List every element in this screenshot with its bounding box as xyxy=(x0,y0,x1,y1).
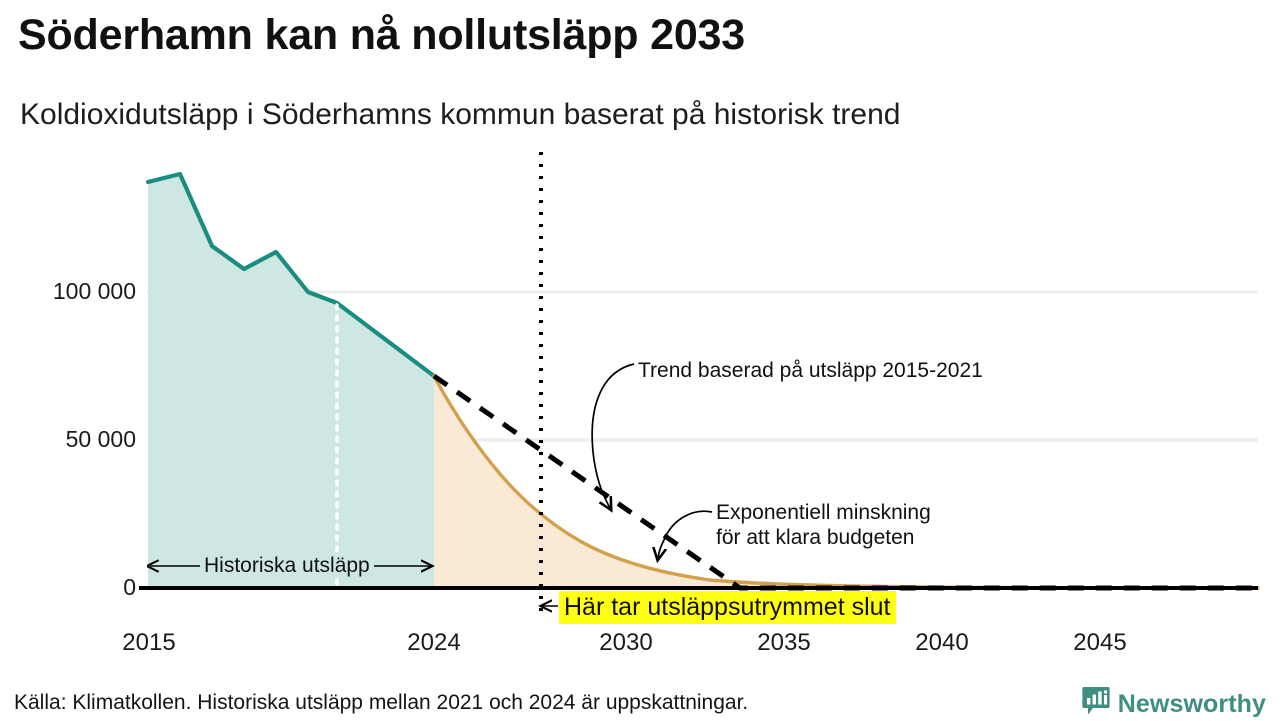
budget-end-label: Här tar utsläppsutrymmet slut xyxy=(559,591,896,624)
source-note: Källa: Klimatkollen. Historiska utsläpp … xyxy=(14,691,749,714)
y-axis-tick-0: 0 xyxy=(123,574,136,600)
historical-span-label: Historiska utsläpp xyxy=(200,554,374,578)
page-subtitle: Koldioxidutsläpp i Söderhamns kommun bas… xyxy=(20,98,901,131)
trend-callout-arrow xyxy=(591,363,635,508)
bar-chart-speech-bubble-icon xyxy=(1082,686,1110,721)
y-axis-tick-100000: 100 000 xyxy=(52,278,136,304)
exponential-line xyxy=(432,374,1260,590)
historical-area xyxy=(148,174,434,587)
exponential-annotation-line-2: för att klara budgeten xyxy=(716,526,915,549)
trend-dashed-line xyxy=(432,373,1258,591)
exponential-area xyxy=(434,376,1258,588)
exponential-callout-arrow xyxy=(658,510,713,558)
trend-annotation-label: Trend baserad på utsläpp 2015-2021 xyxy=(638,359,983,382)
x-axis-tick-2035: 2035 xyxy=(757,629,811,656)
newsworthy-logo-text: Newsworthy xyxy=(1117,689,1266,718)
x-axis-tick-2015: 2015 xyxy=(122,629,176,656)
x-axis-tick-2040: 2040 xyxy=(915,629,969,656)
x-axis-tick-2024: 2024 xyxy=(407,629,461,656)
exponential-annotation-label: Exponentiell minskning för att klara bud… xyxy=(716,500,931,550)
x-axis-tick-2045: 2045 xyxy=(1073,629,1127,656)
page-title: Söderhamn kan nå nollutsläpp 2033 xyxy=(18,11,745,59)
historical-line xyxy=(145,171,437,379)
newsworthy-logo: Newsworthy xyxy=(1082,686,1266,721)
exponential-annotation-line-1: Exponentiell minskning xyxy=(716,501,931,524)
x-axis-tick-2030: 2030 xyxy=(599,629,653,656)
y-axis-tick-50000: 50 000 xyxy=(65,426,136,452)
